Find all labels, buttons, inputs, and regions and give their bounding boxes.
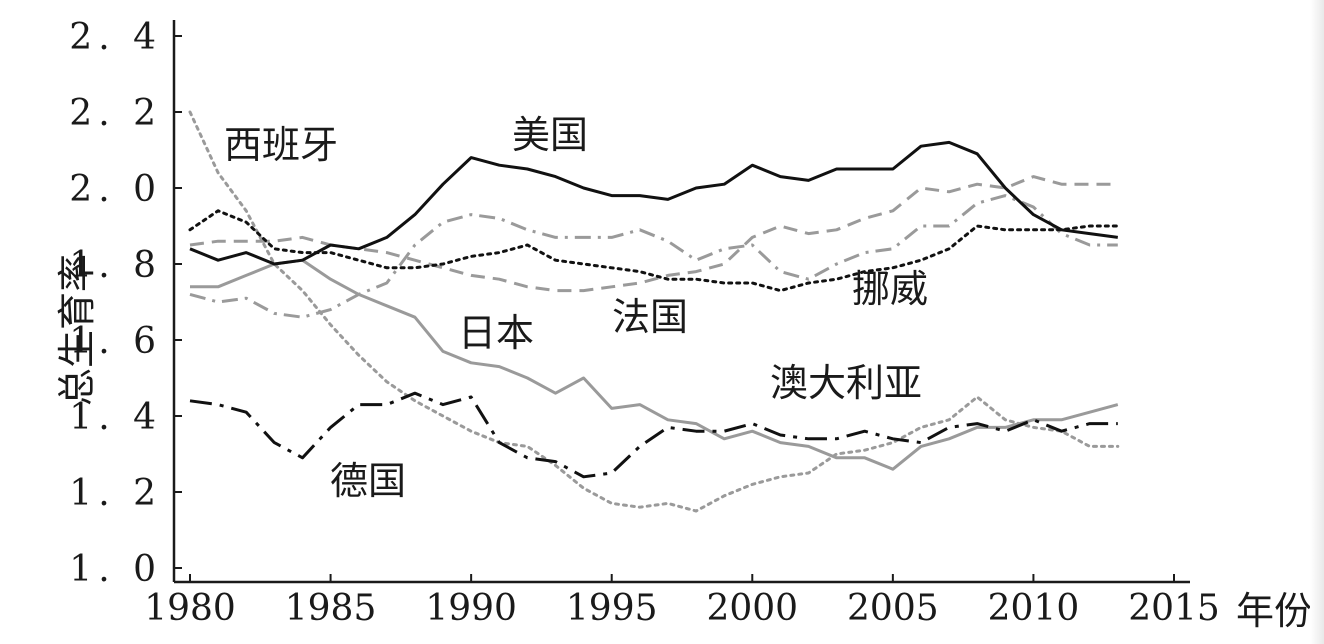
- x-tick-label: 2015: [1128, 588, 1220, 629]
- series-label-japan: 日本: [458, 311, 534, 355]
- series-label-usa: 美国: [512, 113, 588, 157]
- axes: 1. 0 1. 2 1. 4 1. 6 1. 8 2. 0 2. 2 2. 4 1980 1985…: [69, 17, 1220, 629]
- series-label-spain: 西班牙: [224, 123, 338, 167]
- series-line-6: [189, 391, 1118, 479]
- labels-layer: 年份 总生育率 西班牙 美国 挪威 法国 日本 澳大利亚 德国: [55, 113, 1312, 633]
- page-edge-shade: [1310, 0, 1324, 644]
- x-tick-label: 2005: [847, 588, 939, 629]
- series-label-australia: 澳大利亚: [770, 361, 922, 405]
- x-tick-label: 2010: [988, 588, 1080, 629]
- y-tick-label: 1. 2: [69, 473, 162, 514]
- y-tick-label: 2. 4: [69, 17, 162, 58]
- series-line-3: [190, 258, 1119, 471]
- x-tick-label: 1985: [285, 588, 377, 629]
- y-tick-label: 1. 0: [69, 549, 162, 590]
- series-line-4: [188, 209, 1120, 293]
- series-line-2: [189, 194, 1118, 319]
- y-axis-title: 总生育率: [55, 254, 99, 406]
- y-tick-label: 2. 0: [69, 169, 162, 210]
- series-layer: [188, 110, 1120, 513]
- y-tick-label: 2. 2: [69, 93, 162, 134]
- y-tick-label: 1. 8: [69, 245, 162, 286]
- series-line-5: [188, 110, 1120, 513]
- x-axis-title: 年份: [1236, 589, 1312, 633]
- y-tick-label: 1. 6: [69, 321, 162, 362]
- x-tick-label: 1995: [566, 588, 658, 629]
- series-line-1: [189, 175, 1118, 293]
- series-line-0: [189, 140, 1119, 266]
- series-label-france: 法国: [612, 295, 688, 339]
- x-tick-label: 1980: [144, 588, 236, 629]
- x-tick-label: 1990: [425, 588, 517, 629]
- series-label-norway: 挪威: [852, 267, 928, 311]
- y-tick-label: 1. 4: [69, 397, 162, 438]
- x-tick-label: 2000: [706, 588, 798, 629]
- series-label-germany: 德国: [330, 459, 406, 503]
